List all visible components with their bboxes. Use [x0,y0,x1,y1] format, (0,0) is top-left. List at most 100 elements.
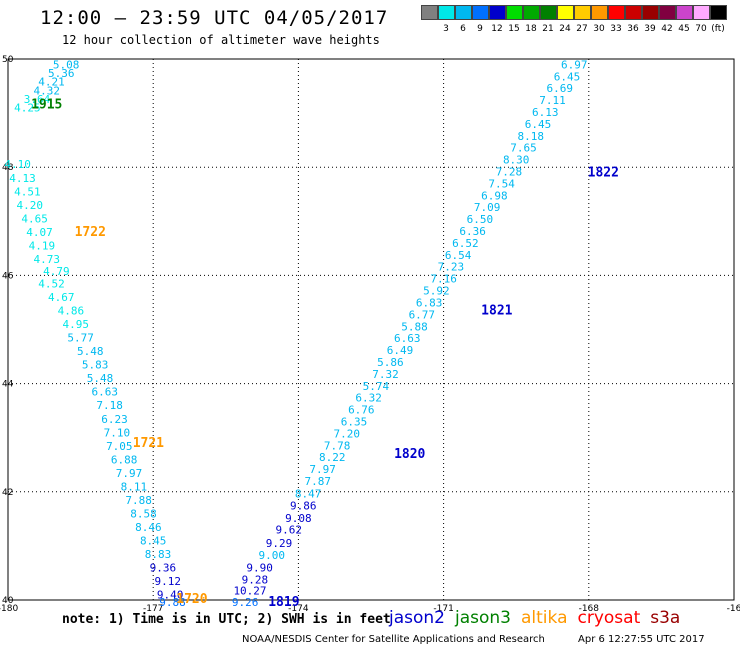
scale-label: 18 [525,24,537,34]
lon-tick-label: -16 [727,604,740,614]
wave-height-value: 7.97 [309,463,336,476]
scale-swatch [642,5,659,20]
wave-height-value: 7.78 [324,439,351,452]
scale-label: 33 [610,24,622,34]
track-time-label: 1822 [588,166,619,181]
wave-height-value: 9.90 [246,562,273,575]
wave-height-value: 8.30 [503,154,530,167]
wave-height-value: 9.00 [259,549,286,562]
wave-height-value: 7.16 [430,273,457,286]
wave-height-value: 4.25 [14,102,41,115]
wave-height-value: 5.36 [48,67,75,80]
wave-height-value: 4.21 [38,76,65,89]
wave-height-value: 7.97 [116,467,143,480]
wave-height-value: 9.36 [150,562,177,575]
satellite-name: altika [521,608,568,628]
wave-height-value: 7.23 [438,261,465,274]
wave-height-value: 4.95 [63,318,90,331]
scale-label: 6 [460,24,466,34]
wave-height-value: 6.63 [92,386,119,399]
footer-note: note: 1) Time is in UTC; 2) SWH is in fe… [62,612,391,627]
satellite-name: jason2 [389,608,445,628]
wave-height-value: 6.77 [409,308,436,321]
scale-label: 21 [542,24,554,34]
lon-tick-label: -174 [288,604,309,614]
wave-height-value: 7.28 [496,166,523,179]
wave-height-value: 6.35 [341,415,368,428]
track-time-label: 1820 [394,447,425,462]
lon-tick-label: -171 [433,604,453,614]
scale-swatch [438,5,455,20]
wave-height-value: 6.83 [416,296,443,309]
scale-label: 70 [695,24,707,34]
wave-height-value: 4.51 [14,186,41,199]
wave-height-value: 9.26 [232,596,259,609]
wave-height-value: 4.79 [43,265,70,278]
wave-height-value: 6.32 [355,392,382,405]
wave-height-value: 6.36 [459,225,486,238]
wave-height-value: 4.10 [4,158,31,171]
scale-label: 12 [491,24,503,34]
wave-height-value: 8.11 [121,480,148,493]
wave-height-value: 6.13 [532,106,559,119]
satellite-name: s3a [650,608,681,628]
scale-swatch [540,5,557,20]
wave-height-value: 4.07 [26,226,53,239]
wave-height-value: 7.10 [104,426,131,439]
satellite-name: cryosat [577,608,641,628]
wave-height-value: 9.40 [157,589,184,602]
lat-tick-label: 40 [2,596,14,606]
wave-height-value: 5.77 [67,332,94,345]
wave-height-value: 7.32 [372,368,399,381]
track-time-label: 1819 [268,595,299,610]
track-time-label: 1722 [75,225,106,240]
track-time-label: 1821 [481,304,512,319]
scale-label: 36 [627,24,639,34]
wave-height-value: 9.08 [285,512,312,525]
scale-swatch [625,5,642,20]
wave-height-value: 7.65 [510,142,537,155]
wave-height-value: 4.52 [38,278,65,291]
wave-height-value: 6.97 [561,58,588,71]
satellite-legend: jason2 jason3 altika cryosat s3a [389,608,690,628]
scale-label: 39 [644,24,656,34]
wave-height-value: 6.69 [547,82,574,95]
wave-height-value: 8.18 [517,130,544,143]
scale-label: 27 [576,24,588,34]
wave-height-value: 6.63 [394,332,421,345]
wave-height-value: 5.92 [423,285,450,298]
wave-height-value: 9.62 [275,524,302,537]
wave-height-value: 4.73 [33,253,60,266]
wave-height-value: 5.86 [377,356,404,369]
wave-height-value: 6.76 [348,404,375,417]
wave-height-value: 9.88 [159,596,186,609]
scale-swatch [710,5,727,20]
wave-height-value: 6.88 [111,453,138,466]
wave-height-value: 9.29 [266,537,293,550]
scale-label: 3 [443,24,449,34]
wave-height-value: 4.32 [33,84,60,97]
wave-height-value: 8.45 [140,534,167,547]
wave-height-value: 5.08 [53,58,80,71]
scale-swatch [523,5,540,20]
wave-height-value: 8.58 [130,507,157,520]
scale-swatch [455,5,472,20]
scale-label: 9 [477,24,483,34]
wave-height-value: 7.87 [305,475,332,488]
lat-tick-label: 50 [2,55,14,65]
wave-height-value: 8.46 [135,521,162,534]
map-frame [7,58,735,601]
wave-height-value: 5.48 [77,345,104,358]
scale-swatch [421,5,438,20]
wave-height-value: 9.86 [290,499,317,512]
wave-height-value: 4.19 [29,240,56,253]
scale-swatch [574,5,591,20]
wave-height-value: 10.27 [233,584,266,597]
wave-height-value: 5.74 [363,380,390,393]
wave-height-value: 8.83 [145,548,172,561]
wave-height-value: 6.50 [467,213,494,226]
lon-tick-label: -177 [143,604,163,614]
wave-height-value: 6.23 [101,413,128,426]
scale-swatch [591,5,608,20]
scale-swatch [693,5,710,20]
